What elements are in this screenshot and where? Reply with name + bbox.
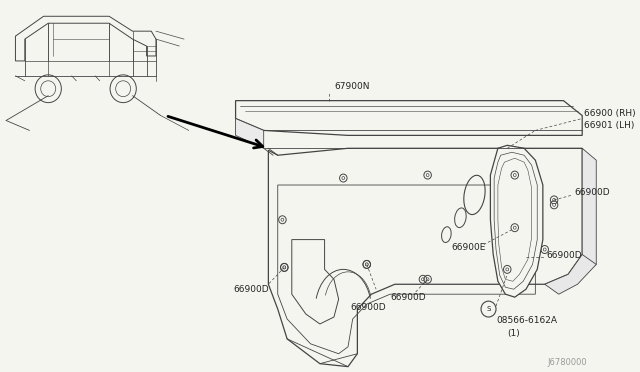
Polygon shape (582, 148, 596, 274)
Circle shape (426, 174, 429, 177)
Circle shape (283, 266, 285, 269)
Polygon shape (545, 254, 596, 294)
Circle shape (281, 218, 284, 221)
Text: 66901 (LH): 66901 (LH) (584, 121, 634, 130)
Text: S: S (486, 306, 491, 312)
Text: 08566-6162A: 08566-6162A (496, 317, 557, 326)
Circle shape (426, 278, 429, 281)
Circle shape (520, 174, 523, 177)
Polygon shape (268, 148, 582, 367)
Circle shape (365, 263, 368, 266)
Polygon shape (490, 145, 543, 297)
Circle shape (283, 266, 285, 269)
Circle shape (342, 177, 345, 180)
Circle shape (553, 203, 556, 206)
Text: 66900D: 66900D (390, 293, 426, 302)
Text: J6780000: J6780000 (547, 357, 587, 367)
Circle shape (520, 268, 523, 271)
Circle shape (513, 174, 516, 177)
Polygon shape (292, 240, 339, 324)
Text: 67900N: 67900N (334, 82, 369, 91)
Circle shape (365, 263, 368, 266)
Polygon shape (236, 119, 264, 148)
Text: 66900D: 66900D (350, 302, 385, 312)
Circle shape (543, 248, 546, 251)
Circle shape (553, 198, 556, 201)
Text: 66900D: 66900D (575, 189, 611, 198)
Polygon shape (236, 101, 582, 135)
Text: 66900 (RH): 66900 (RH) (584, 109, 636, 118)
Text: 66900D: 66900D (234, 285, 269, 294)
Text: 66900E: 66900E (451, 243, 485, 252)
Text: 66900D: 66900D (547, 251, 582, 260)
Circle shape (513, 226, 516, 229)
Text: (1): (1) (508, 329, 520, 339)
Circle shape (422, 278, 424, 281)
Circle shape (506, 268, 509, 271)
